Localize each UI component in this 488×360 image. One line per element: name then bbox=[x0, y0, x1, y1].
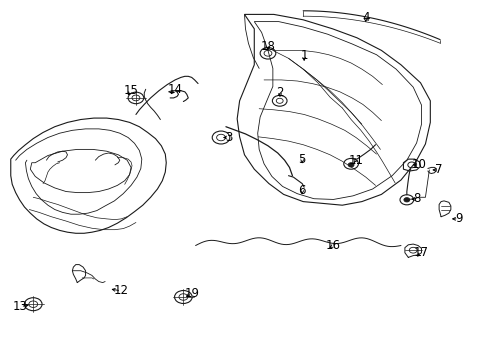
Text: 2: 2 bbox=[276, 86, 284, 99]
Text: 13: 13 bbox=[13, 300, 28, 313]
Text: 9: 9 bbox=[454, 212, 462, 225]
Text: 19: 19 bbox=[184, 287, 199, 300]
Text: 10: 10 bbox=[411, 158, 426, 171]
Text: 18: 18 bbox=[260, 40, 275, 53]
Text: 11: 11 bbox=[348, 154, 363, 167]
Text: 4: 4 bbox=[361, 11, 369, 24]
Text: 5: 5 bbox=[298, 153, 305, 166]
Text: 3: 3 bbox=[224, 131, 232, 144]
Text: 17: 17 bbox=[413, 246, 428, 259]
Text: 7: 7 bbox=[434, 163, 442, 176]
Circle shape bbox=[347, 163, 353, 167]
Circle shape bbox=[403, 198, 409, 202]
Text: 8: 8 bbox=[412, 192, 420, 205]
Text: 12: 12 bbox=[114, 284, 128, 297]
Text: 1: 1 bbox=[300, 49, 307, 62]
Text: 15: 15 bbox=[123, 84, 138, 97]
Text: 16: 16 bbox=[325, 239, 340, 252]
Text: 14: 14 bbox=[167, 83, 182, 96]
Text: 6: 6 bbox=[298, 184, 305, 197]
